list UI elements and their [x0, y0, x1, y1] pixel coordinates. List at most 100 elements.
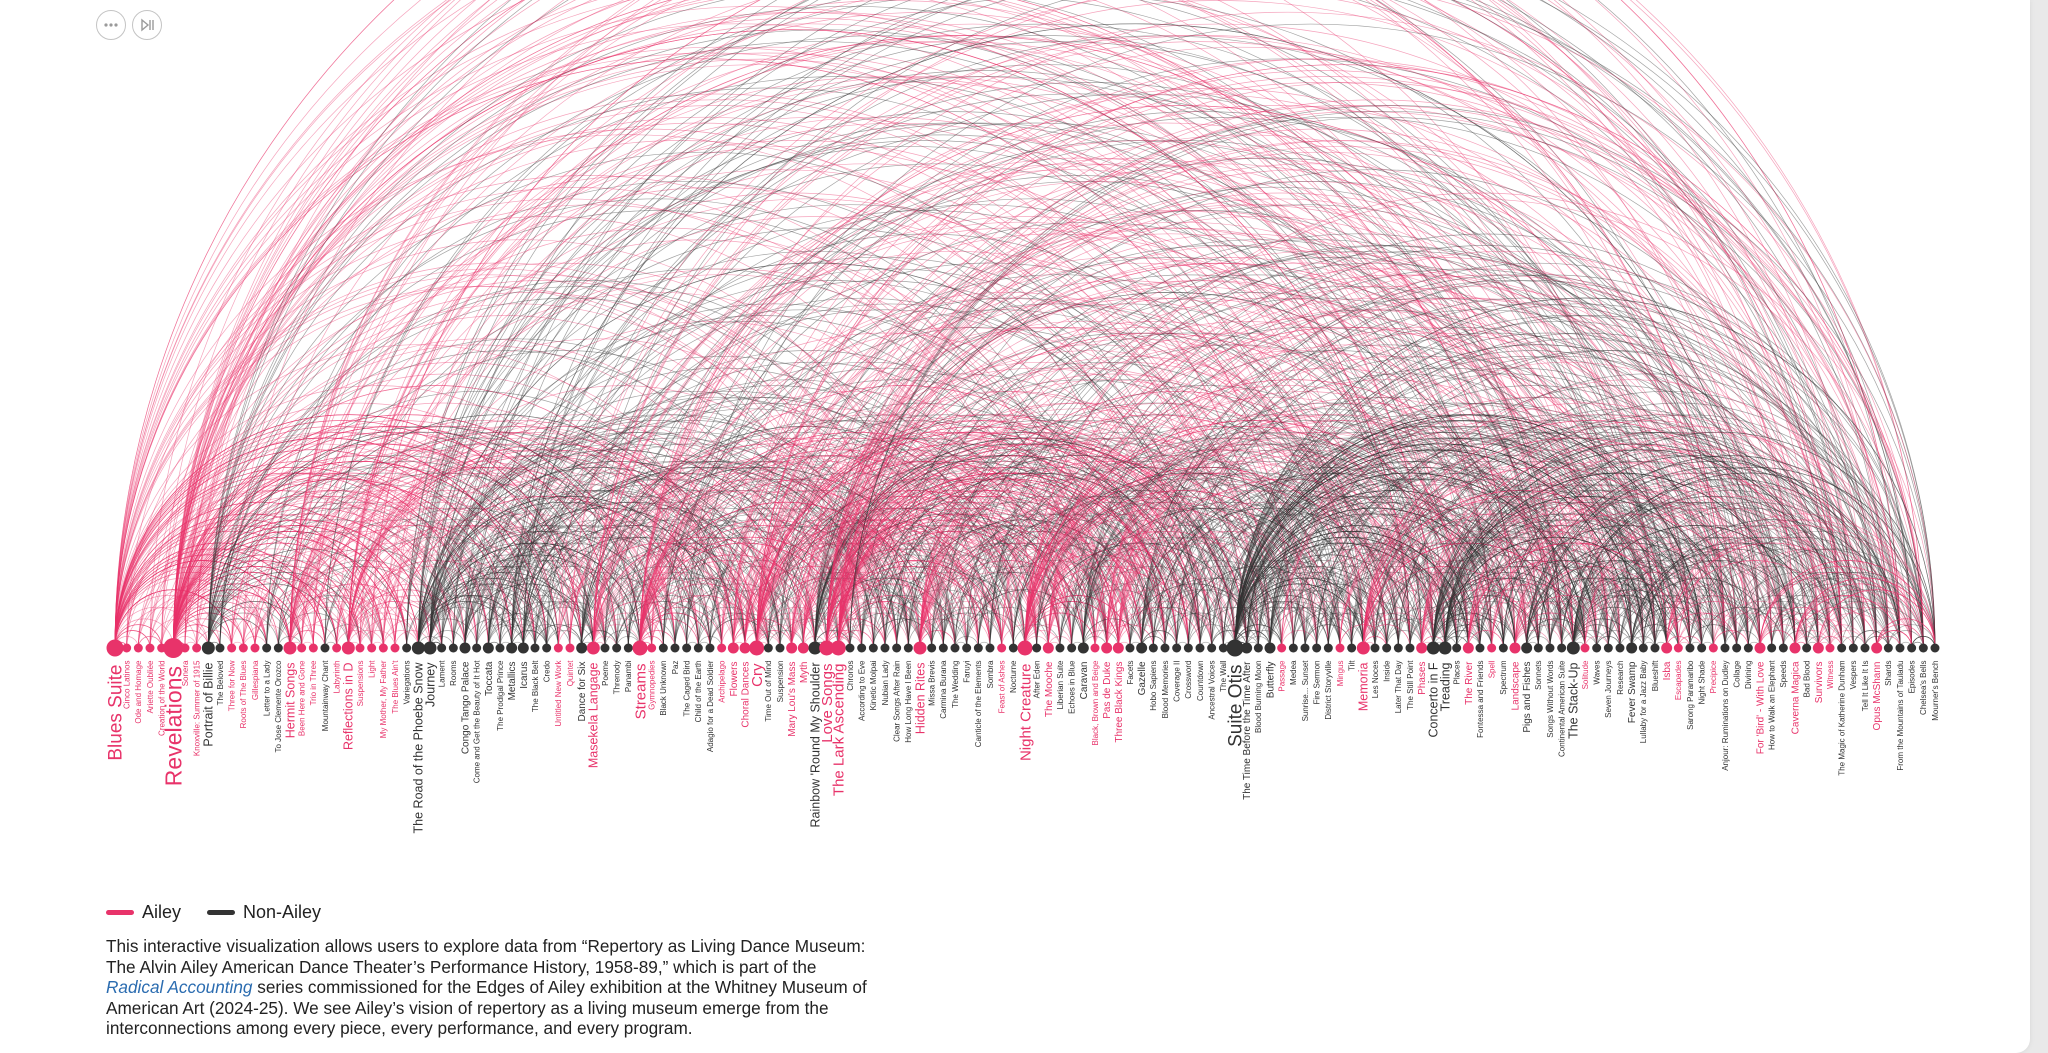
work-label-come-and-get-the-beauty-of-it-hot[interactable]: Come and Get the Beauty of It Hot	[472, 660, 481, 784]
work-label-rainbow-round-my-shoulder[interactable]: Rainbow 'Round My Shoulder	[808, 663, 822, 828]
work-label-opus-mcshann[interactable]: Opus McShann	[1872, 662, 1883, 731]
work-label-sunrise-sunset[interactable]: Sunrise... Sunset	[1301, 660, 1310, 722]
play-pause-button[interactable]	[132, 10, 162, 40]
work-node-cry[interactable]	[749, 640, 765, 656]
work-label-the-wedding[interactable]: The Wedding	[951, 661, 960, 708]
work-node-gillespiana[interactable]	[250, 643, 260, 653]
work-label-reflections-in-d[interactable]: Reflections in D	[342, 663, 356, 751]
work-node-mingus[interactable]	[1335, 643, 1345, 653]
work-label-faruyi[interactable]: Faruyi	[962, 660, 971, 682]
work-node-ancestral-voices[interactable]	[1207, 643, 1217, 653]
work-label-witness[interactable]: Witness	[1826, 661, 1835, 689]
work-label-hobo-sapiens[interactable]: Hobo Sapiens	[1149, 661, 1158, 711]
work-node-paz[interactable]	[670, 643, 680, 653]
work-label-suspensions[interactable]: Suspensions	[356, 661, 365, 707]
work-node-hermit-songs[interactable]	[283, 641, 297, 655]
work-node-inside[interactable]	[1382, 643, 1392, 653]
work-label-ode-and-homage[interactable]: Ode and Homage	[134, 660, 143, 724]
work-node-suite-otis[interactable]	[1226, 639, 1244, 657]
work-node-opus-mcshann[interactable]	[1871, 642, 1883, 654]
work-node-my-mother-my-father[interactable]	[378, 643, 388, 653]
work-node-the-caged-bird[interactable]	[682, 643, 692, 653]
work-node-love-songs[interactable]	[819, 640, 835, 656]
work-label-research[interactable]: Research	[1616, 661, 1625, 695]
work-label-pas-de-duke[interactable]: Pas de Duke	[1102, 661, 1113, 719]
work-label-revelations[interactable]: Revelations	[160, 666, 186, 786]
work-label-tilt[interactable]: Tilt	[1347, 660, 1356, 671]
work-node-the-prodigal-prince[interactable]	[495, 643, 505, 653]
work-node-suspension[interactable]	[775, 643, 785, 653]
work-label-ancestral-voices[interactable]: Ancestral Voices	[1207, 661, 1216, 720]
work-node-isba[interactable]	[1661, 642, 1673, 654]
work-node-bad-blood[interactable]	[1802, 643, 1812, 653]
work-label-love-songs[interactable]: Love Songs	[819, 664, 836, 743]
work-node-memoria[interactable]	[1356, 641, 1370, 655]
work-node-blood-burning-moon[interactable]	[1253, 643, 1263, 653]
work-node-knoxville-summer-of-1915[interactable]	[192, 643, 202, 653]
work-node-been-here-and-gone[interactable]	[297, 643, 307, 653]
work-node-the-road-of-the-phoebe-snow[interactable]	[411, 641, 425, 655]
work-label-poeme[interactable]: Poeme	[601, 660, 610, 686]
work-node-passage[interactable]	[1277, 643, 1287, 653]
work-label-clear-songs-after-rain[interactable]: Clear Songs After Rain	[892, 661, 901, 742]
work-label-precipice[interactable]: Precipice	[1709, 660, 1718, 693]
work-label-lament[interactable]: Lament	[437, 660, 446, 687]
work-label-after-eden[interactable]: After Eden	[1032, 661, 1041, 699]
work-node-chelsea-s-bells[interactable]	[1918, 643, 1928, 653]
work-node-places[interactable]	[1452, 643, 1462, 653]
work-label-the-magic-of-katherine-dunham[interactable]: The Magic of Katherine Dunham	[1837, 660, 1846, 776]
work-node-how-long-have-i-been[interactable]	[903, 643, 913, 653]
work-node-journey[interactable]	[423, 641, 437, 655]
work-label-mourner-s-bench[interactable]: Mourner's Bench	[1931, 661, 1940, 721]
work-node-fever-swamp[interactable]	[1626, 642, 1638, 654]
work-label-countdown[interactable]: Countdown	[1196, 661, 1205, 701]
work-label-for-bird-with-love[interactable]: For 'Bird' - With Love	[1756, 661, 1767, 754]
work-node-flowers[interactable]	[727, 642, 739, 654]
work-node-liberian-suite[interactable]	[1055, 643, 1065, 653]
work-node-congo-tango-palace[interactable]	[459, 642, 471, 654]
work-label-roots-of-the-blues[interactable]: Roots of The Blues	[239, 661, 248, 729]
work-node-choral-dances[interactable]	[739, 642, 751, 654]
work-label-mountainway-chant[interactable]: Mountainway Chant	[321, 660, 330, 731]
work-node-faruyi[interactable]	[962, 643, 972, 653]
work-label-sonera[interactable]: Sonera	[181, 660, 190, 686]
work-label-ariette-oubli-e[interactable]: Ariette Oubliée	[146, 660, 155, 713]
work-node-coverage-ii[interactable]	[1172, 643, 1182, 653]
work-node-seven-journeys[interactable]	[1603, 643, 1613, 653]
work-node-treading[interactable]	[1438, 641, 1452, 655]
work-node-ariette-oubli-e[interactable]	[145, 643, 155, 653]
work-label-missa-brevis[interactable]: Missa Brevis	[927, 661, 936, 706]
work-node-medea[interactable]	[1288, 643, 1298, 653]
work-label-fontessa-and-friends[interactable]: Fontessa and Friends	[1476, 661, 1485, 738]
work-label-how-to-walk-an-elephant[interactable]: How to Walk an Elephant	[1767, 660, 1776, 750]
work-label-isba[interactable]: Isba	[1662, 661, 1673, 680]
work-label-sombra[interactable]: Sombra	[986, 660, 995, 689]
work-label-facets[interactable]: Facets	[1126, 661, 1135, 685]
legend-item-non-ailey[interactable]: Non-Ailey	[207, 902, 321, 923]
work-node-rooms[interactable]	[448, 643, 458, 653]
work-label-night-shade[interactable]: Night Shade	[1697, 660, 1706, 705]
work-node-les-noces[interactable]	[1370, 643, 1380, 653]
work-label-passage[interactable]: Passage	[1277, 660, 1286, 692]
work-label-cry[interactable]: Cry	[749, 663, 766, 687]
work-node-after-eden[interactable]	[1032, 643, 1042, 653]
work-node-labyrinth[interactable]	[332, 643, 342, 653]
work-label-continental-american-suite[interactable]: Continental American Suite	[1557, 660, 1566, 757]
work-node-chronos[interactable]	[845, 643, 855, 653]
work-label-blueshift[interactable]: Blueshift	[1651, 660, 1660, 691]
work-node-lullaby-for-a-jazz-baby[interactable]	[1638, 643, 1648, 653]
work-label-medea[interactable]: Medea	[1289, 660, 1298, 685]
work-label-the-wall[interactable]: The Wall	[1219, 660, 1228, 691]
work-node-pigs-and-fishes[interactable]	[1521, 642, 1533, 654]
work-node-tilt[interactable]	[1347, 643, 1357, 653]
work-node-crossword[interactable]	[1183, 643, 1193, 653]
work-node-cinco-latinos[interactable]	[122, 643, 132, 653]
work-label-the-stack-up[interactable]: The Stack-Up	[1567, 662, 1581, 738]
work-node-survivors[interactable]	[1812, 642, 1824, 654]
work-label-variegations[interactable]: Variegations	[402, 661, 411, 705]
work-node-butterfly[interactable]	[1264, 642, 1276, 654]
work-label-the-road-of-the-phoebe-snow[interactable]: The Road of the Phoebe Snow	[412, 662, 426, 834]
work-node-anjour-ruminations-on-dudley[interactable]	[1720, 643, 1730, 653]
work-node-the-stack-up[interactable]	[1566, 641, 1580, 655]
work-label-chronos[interactable]: Chronos	[846, 661, 855, 691]
